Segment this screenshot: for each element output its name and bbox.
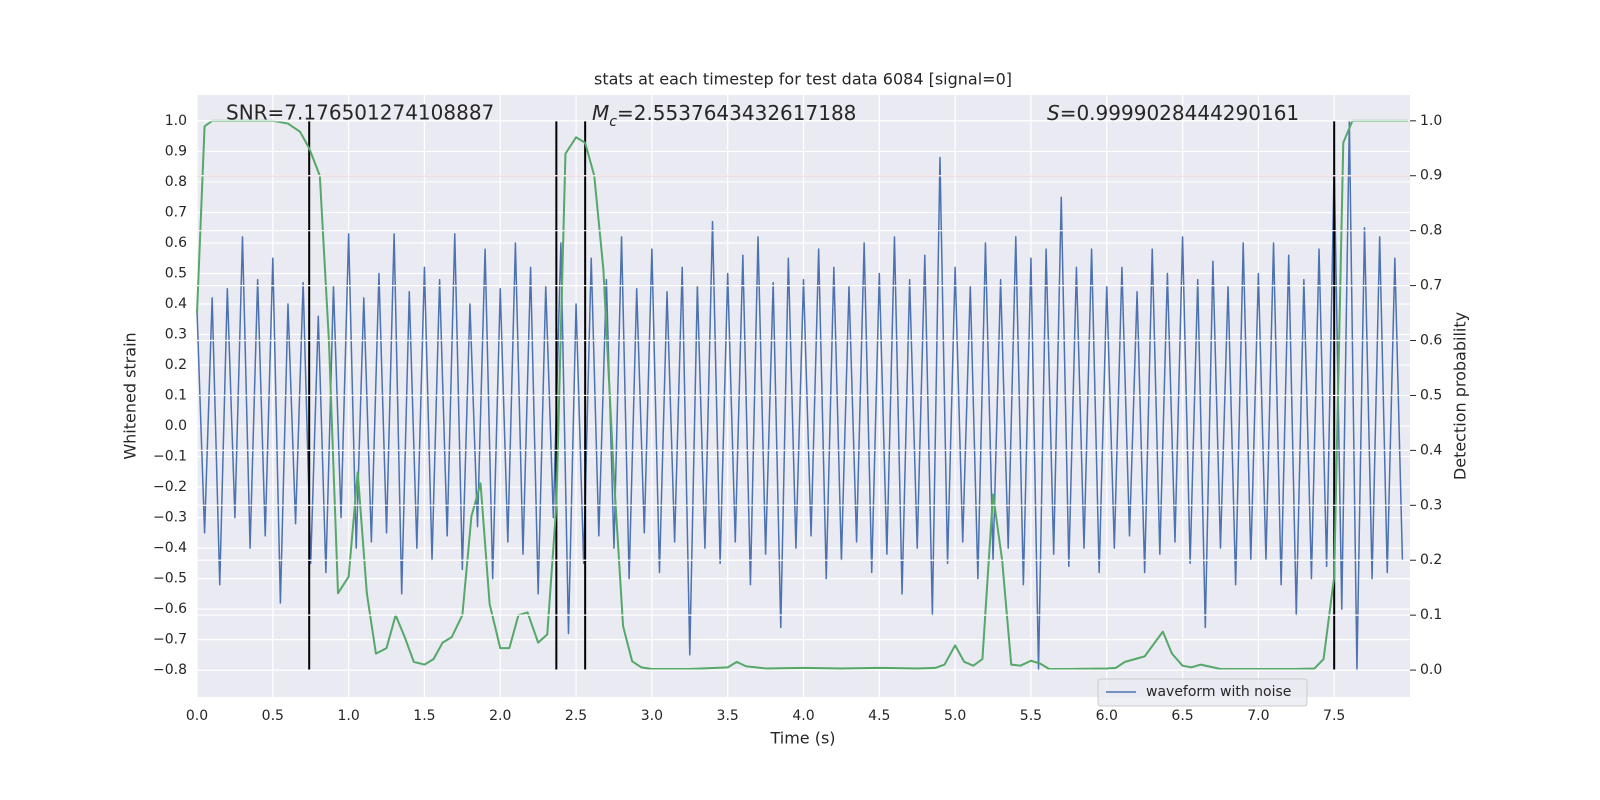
x-tick-label: 4.0: [792, 708, 814, 724]
x-tick-label: 6.5: [1171, 708, 1193, 724]
labels: 0.0 0.5 1.0 1.5 2.0 2.5 3.0 3.5 4.0 4.5 5.0 5.5 6.0 6…: [153, 113, 1442, 724]
chart-title: stats at each timestep for test data 608…: [594, 70, 1012, 89]
waveform-line: [196, 120, 1404, 671]
y-axis-label: Whitened strain: [121, 332, 140, 459]
y-tick-label: −0.4: [153, 540, 187, 556]
y2-tick-label: 0.0: [1420, 662, 1442, 678]
x-tick-label: 4.5: [868, 708, 890, 724]
y-tick-label: −0.6: [153, 601, 187, 617]
probability-line: [196, 119, 1409, 670]
y2-tick-label: 0.4: [1420, 442, 1442, 458]
y2-tick-label: 0.6: [1420, 333, 1442, 349]
y2-tick-label: 0.7: [1420, 278, 1442, 294]
y2-tick-label: 0.1: [1420, 607, 1442, 623]
x-tick-label: 7.5: [1323, 708, 1345, 724]
y-tick-label: 0.8: [165, 174, 187, 190]
y2-tick-label: 1.0: [1420, 113, 1442, 129]
x-tick-label: 0.5: [262, 708, 284, 724]
mc-annotation: Mc=2.5537643432617188: [592, 101, 856, 131]
legend-label: waveform with noise: [1146, 684, 1291, 700]
y2-tick-label: 0.5: [1420, 387, 1442, 403]
y-tick-label: 0.6: [165, 235, 187, 251]
x-tick-label: 3.0: [641, 708, 663, 724]
x-tick-label: 6.0: [1096, 708, 1118, 724]
x-tick-label: 2.5: [565, 708, 587, 724]
x-tick-label: 1.0: [337, 708, 359, 724]
x-tick-label: 7.0: [1247, 708, 1269, 724]
y-tick-label: −0.5: [153, 571, 187, 587]
y-tick-label: −0.7: [153, 632, 187, 648]
legend-box: [1097, 678, 1308, 707]
s-value: =0.9999028444290161: [1060, 101, 1299, 125]
y-tick-label: 0.0: [165, 418, 187, 434]
y-tick-label: 0.9: [165, 143, 187, 159]
y2-axis-label: Detection probability: [1451, 312, 1470, 480]
y-tick-label: 0.2: [165, 357, 187, 373]
x-tick-label: 1.5: [413, 708, 435, 724]
mc-symbol: M: [592, 101, 609, 125]
y-tick-label: 0.3: [165, 327, 187, 343]
s-symbol: S: [1047, 101, 1060, 125]
y-tick-label: −0.2: [153, 479, 187, 495]
s-annotation: S=0.9999028444290161: [1047, 101, 1299, 125]
y2-tick-label: 0.8: [1420, 223, 1442, 239]
y2-tick-label: 0.9: [1420, 168, 1442, 184]
y-tick-label: 0.4: [165, 296, 187, 312]
y-tick-label: −0.3: [153, 510, 187, 526]
x-axis-label: Time (s): [769, 729, 835, 748]
x-tick-label: 3.5: [717, 708, 739, 724]
legend: waveform with noise: [1097, 678, 1308, 707]
y-tick-label: 1.0: [165, 113, 187, 129]
mc-value: =2.5537643432617188: [617, 101, 856, 125]
y-tick-label: −0.8: [153, 662, 187, 678]
y2-tick-label: 0.3: [1420, 497, 1442, 513]
y-tick-label: −0.1: [153, 449, 187, 465]
y2-tick-label: 0.2: [1420, 552, 1442, 568]
y-tick-label: 0.1: [165, 388, 187, 404]
x-tick-label: 2.0: [489, 708, 511, 724]
y-tick-label: 0.5: [165, 265, 187, 281]
x-tick-label: 0.0: [186, 708, 208, 724]
x-tick-label: 5.0: [944, 708, 966, 724]
x-tick-label: 5.5: [1020, 708, 1042, 724]
y-tick-label: 0.7: [165, 204, 187, 220]
mc-subscript: c: [609, 114, 617, 130]
snr-annotation: SNR=7.176501274108887: [226, 101, 494, 125]
